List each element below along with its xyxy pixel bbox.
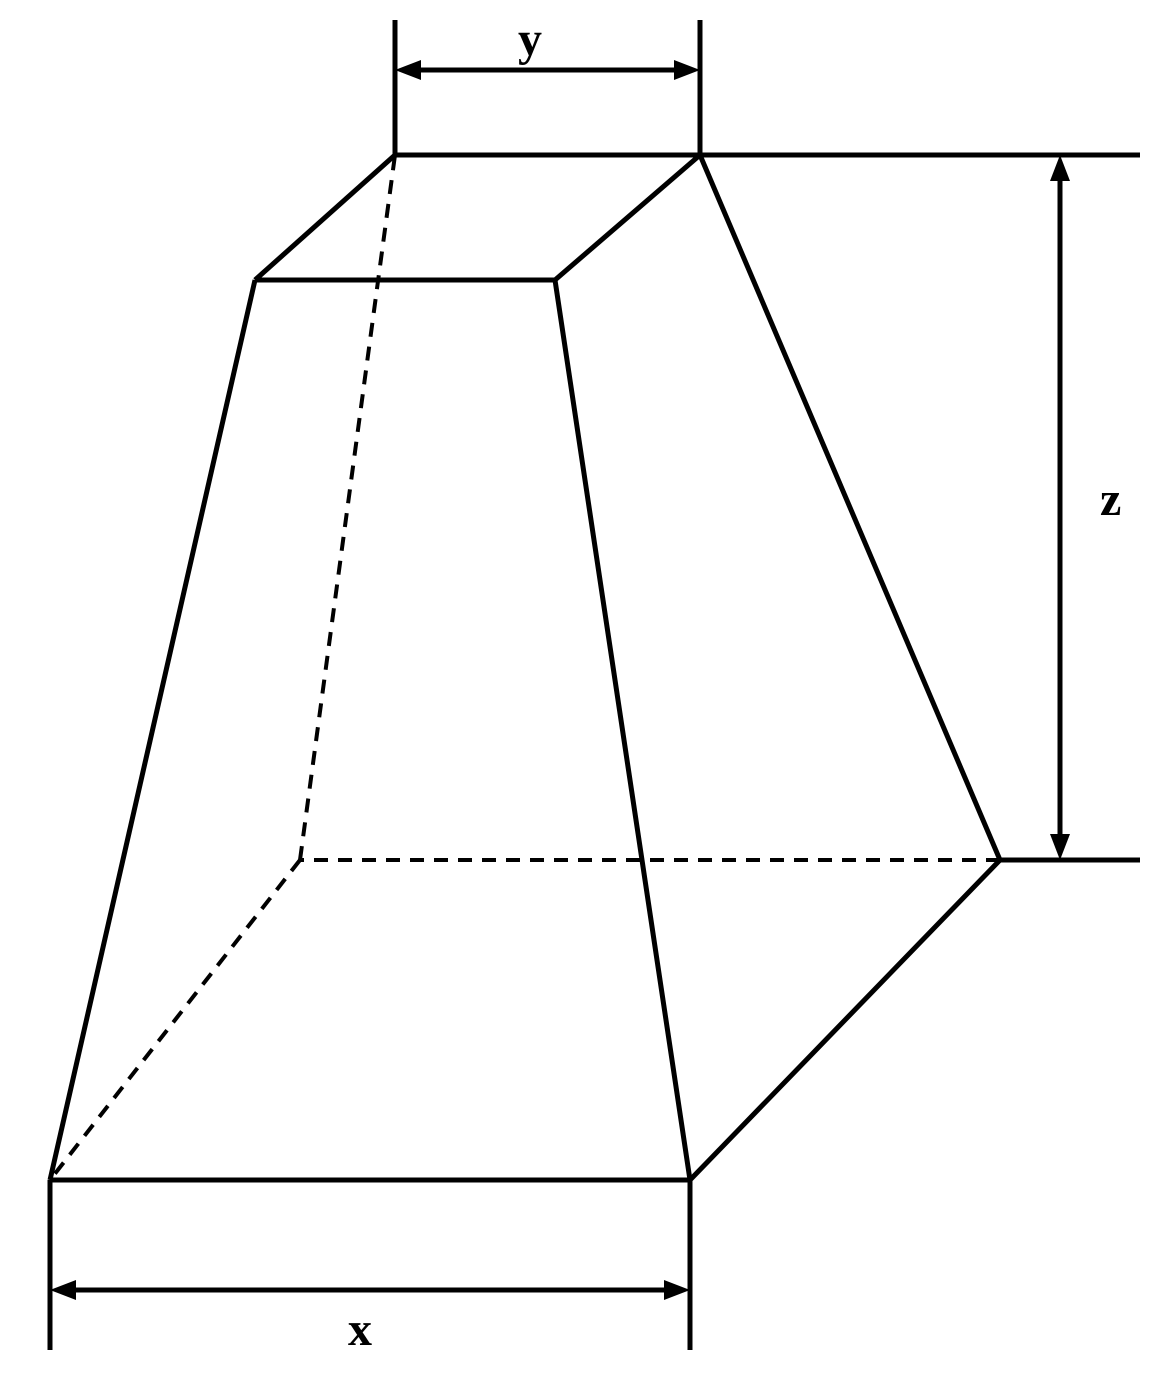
dimension-label-y: y (518, 13, 542, 66)
dimension-label-x: x (348, 1303, 372, 1356)
frustum-diagram: y z x (0, 0, 1164, 1379)
dimension-label-z: z (1100, 473, 1121, 526)
